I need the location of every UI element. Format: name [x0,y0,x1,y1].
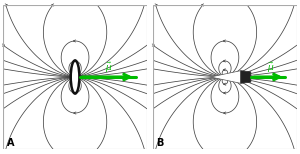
Point [73,76,77,78]
Text: $\vec{\mu}$: $\vec{\mu}$ [267,61,274,75]
Point [223,76,227,78]
Point [73,76,77,78]
Ellipse shape [71,60,80,94]
Polygon shape [241,71,251,83]
Point [73,76,77,78]
Point [73,76,77,78]
Point [223,76,227,78]
Point [73,76,77,78]
Point [223,76,227,78]
Polygon shape [211,71,241,83]
Text: A: A [7,138,14,148]
Text: $\vec{\mu}$: $\vec{\mu}$ [105,61,113,75]
Point [73,76,77,78]
Point [223,76,227,78]
Point [223,76,227,78]
Point [223,76,227,78]
Point [73,76,77,78]
Point [223,76,227,78]
Point [73,76,77,78]
Point [223,76,227,78]
Text: B: B [156,138,164,148]
